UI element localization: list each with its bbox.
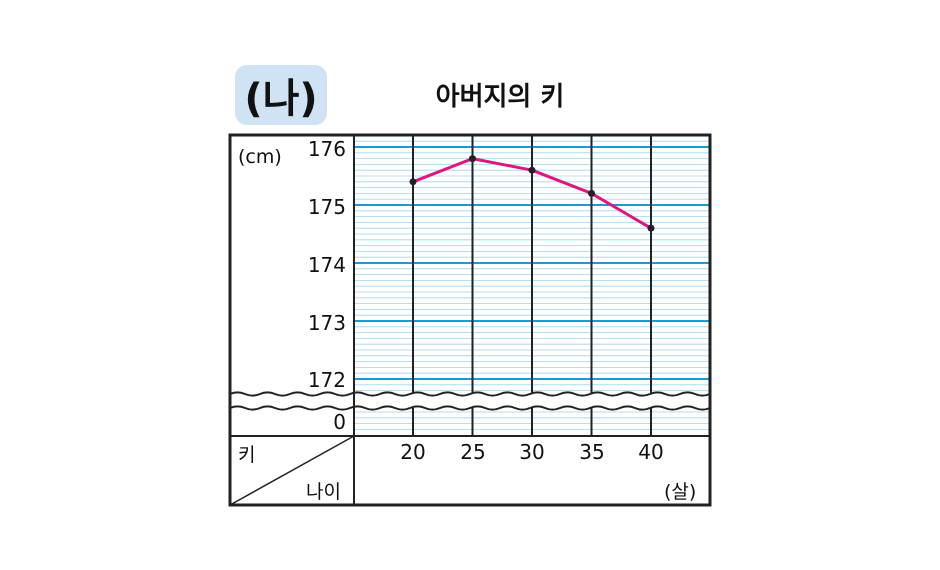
x-tick-label: 30 [519, 440, 545, 464]
table-frame [228, 133, 712, 507]
chart-title: 아버지의 키 [435, 82, 565, 112]
section-badge: (나) [235, 65, 327, 125]
data-point [528, 166, 536, 174]
axis-break-wave-bottom [229, 405, 711, 411]
y-tick-label: 173 [307, 311, 346, 335]
axis-break-wave-top [229, 391, 711, 397]
row-header-label: 키 [238, 444, 256, 466]
y-tick-label: 172 [307, 368, 346, 392]
axis-break [229, 391, 711, 411]
axis-break-band [231, 394, 709, 408]
outer-border [228, 133, 712, 507]
data-point [647, 224, 655, 232]
y-tick-label: 175 [307, 195, 346, 219]
y-tick-label: 176 [307, 137, 346, 161]
col-header-label: 나이 [306, 481, 341, 503]
x-tick-label: 40 [638, 440, 664, 464]
x-tick-label: 25 [460, 440, 486, 464]
y-unit-label: (cm) [238, 146, 282, 168]
data-point [409, 178, 417, 186]
y-tick-label: 174 [307, 253, 346, 277]
y-zero-label: 0 [333, 410, 346, 434]
data-point [469, 155, 476, 163]
x-tick-label: 35 [579, 440, 605, 464]
x-unit-label: (살) [664, 481, 697, 503]
series-group [409, 155, 655, 232]
vertical-grid [412, 135, 652, 436]
data-point [588, 189, 595, 197]
corner-diagonal [229, 435, 355, 506]
x-tick-label: 20 [400, 440, 426, 464]
